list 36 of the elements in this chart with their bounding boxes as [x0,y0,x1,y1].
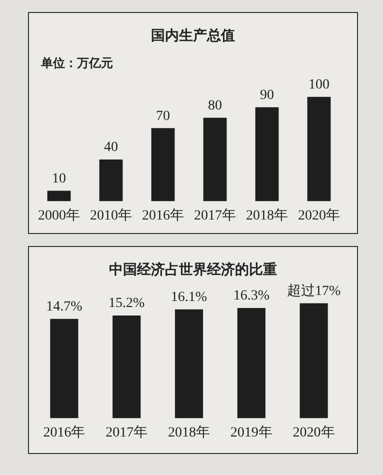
x-tick-label: 2016年 [43,424,86,440]
chart-title: 国内生产总值 [150,27,236,45]
data-label: 90 [260,88,274,103]
bar [307,96,331,202]
x-tick-label: 2020年 [292,424,335,440]
data-label: 70 [156,108,170,124]
y-axis-title: 单位：万亿元 [41,55,114,72]
data-label: 超过17% [286,282,341,299]
chart-title: 中国经济占世界经济的比重 [108,261,278,279]
x-tick-label: 2020年 [298,207,340,224]
data-label: 16.1% [170,290,208,306]
data-label: 40 [104,140,118,156]
data-label: 15.2% [108,296,146,312]
data-label: 14.7% [46,300,83,314]
x-tick-label: 2017年 [106,424,148,440]
x-tick-label: 2016年 [142,207,184,224]
bar [50,318,78,418]
data-label: 80 [208,98,222,114]
bar [151,128,175,202]
x-tick-label: 2018年 [246,207,288,224]
bar [203,118,227,202]
data-label: 16.3% [233,288,270,304]
bar [300,303,328,418]
bar [174,309,204,418]
bar [237,308,266,418]
x-tick-label: 2000年 [38,207,80,224]
bar [99,159,123,202]
x-tick-label: 2019年 [230,424,272,440]
data-label: 10 [52,171,66,186]
x-tick-label: 2018年 [168,424,210,440]
bar [47,190,71,202]
x-tick-label: 2017年 [194,207,236,224]
x-tick-label: 2010年 [90,207,132,224]
data-label: 100 [308,78,330,93]
bar [112,315,141,418]
bar [255,107,279,202]
